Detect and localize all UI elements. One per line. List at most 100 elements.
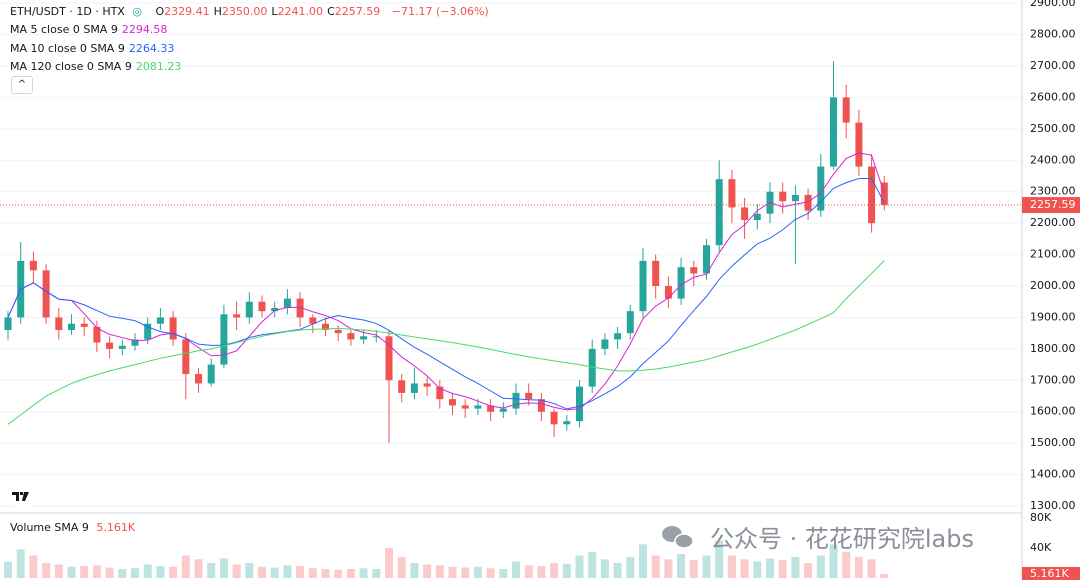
volume-bar: [677, 554, 686, 578]
candle-body: [283, 298, 291, 309]
ma-name: MA 120 close 0 SMA 9: [10, 60, 132, 73]
candle-body: [817, 166, 825, 211]
ohlc-key: L: [271, 5, 278, 18]
candle-body: [309, 317, 317, 324]
ma-name: MA 5 close 0 SMA 9: [10, 23, 118, 36]
volume-bar: [512, 561, 520, 578]
candle-body: [779, 191, 787, 202]
volume-tick-label: 40K: [1030, 541, 1052, 554]
volume-bar: [791, 557, 800, 578]
candle-body: [728, 179, 736, 208]
candle-body: [258, 301, 266, 312]
volume-bar: [194, 559, 203, 578]
candle-body: [690, 267, 698, 274]
candle-body: [741, 207, 749, 221]
candle-body: [398, 380, 406, 393]
volume-bar: [258, 566, 266, 578]
y-tick-label: 2200.00: [1030, 216, 1076, 229]
volume-bar: [435, 565, 444, 578]
volume-bar: [181, 555, 190, 578]
candle-body: [601, 339, 609, 349]
last-price-label: 2257.59: [1030, 198, 1076, 211]
candle-body: [753, 213, 761, 221]
volume-bar: [29, 555, 38, 578]
volume-bar: [639, 544, 647, 578]
y-tick-label: 1400.00: [1030, 468, 1076, 481]
volume-bar: [397, 557, 406, 578]
volume-bar: [169, 566, 178, 578]
volume-bar: [880, 574, 889, 578]
y-tick-label: 2100.00: [1030, 248, 1076, 261]
candle-body: [461, 405, 469, 409]
candle-body: [804, 194, 812, 211]
volume-bar: [702, 555, 711, 578]
volume-bar: [385, 548, 393, 578]
volume-bar: [334, 569, 343, 578]
candle-body: [652, 260, 660, 287]
volume-bar: [613, 563, 622, 578]
candle-body: [830, 97, 837, 167]
volume-bar: [245, 563, 254, 578]
candle-body: [42, 270, 50, 318]
status-dot: ◎: [132, 5, 142, 18]
y-tick-label: 2600.00: [1030, 90, 1076, 103]
candle-body: [677, 267, 685, 299]
ma-line: [7, 260, 885, 425]
volume-bar: [67, 566, 76, 578]
candle-body: [423, 383, 431, 387]
ma-legend-row: MA 5 close 0 SMA 9 2294.58: [10, 23, 171, 36]
volume-bar: [778, 560, 787, 578]
volume-bar: [359, 568, 368, 578]
volume-bar: [473, 566, 482, 578]
candle-body: [68, 323, 75, 331]
y-tick-label: 2800.00: [1030, 28, 1076, 41]
ohlc-key: C: [327, 5, 335, 18]
candle-body: [195, 374, 202, 384]
change: −71.17 (−3.06%): [391, 5, 489, 18]
wechat-icon: [662, 526, 694, 549]
volume-bar: [689, 560, 698, 578]
ma-name: MA 10 close 0 SMA 9: [10, 41, 125, 55]
candle-body: [512, 392, 520, 409]
volume-last: 5.161K: [96, 521, 136, 534]
y-tick-label: 2000.00: [1030, 279, 1076, 292]
volume-bar: [16, 549, 25, 578]
y-tick-label: 1300.00: [1030, 499, 1076, 512]
ohlc-key: H: [213, 5, 222, 18]
volume-bar: [321, 569, 330, 578]
candle-body: [563, 421, 571, 425]
y-tick-label: 1700.00: [1030, 373, 1076, 386]
candle-body: [322, 323, 329, 331]
y-tick-label: 2500.00: [1030, 122, 1076, 135]
ma-value: 2294.58: [121, 23, 168, 36]
tv-logo: [10, 486, 34, 506]
candle-body: [436, 386, 444, 400]
volume-bar: [105, 567, 114, 578]
ohlc: O2329.41 H2350.00 L2241.00 C2257.59: [155, 5, 384, 18]
volume-bar: [651, 555, 660, 578]
volume-bar: [829, 544, 838, 578]
candle-body: [55, 317, 63, 331]
last-price-box: [1022, 197, 1080, 214]
volume-bar: [766, 558, 774, 578]
candle-body: [93, 326, 101, 343]
candle-body: [474, 405, 482, 409]
volume-bar: [423, 564, 432, 578]
volume-bar: [588, 551, 597, 578]
candle-body: [106, 342, 114, 349]
candle-body: [207, 364, 215, 384]
candle-body: [80, 323, 88, 327]
candle-body: [220, 314, 228, 365]
volume-bar: [740, 559, 749, 578]
candle-body: [499, 408, 507, 412]
collapse-button[interactable]: ^: [11, 76, 33, 94]
candle-body: [4, 317, 12, 331]
candle-body: [360, 336, 368, 340]
candle-body: [880, 182, 888, 206]
volume-bar: [346, 569, 355, 578]
ohlc-value: 2257.59: [334, 5, 381, 18]
ohlc-key: O: [155, 5, 165, 18]
volume-bar: [499, 569, 508, 578]
candle-body: [347, 333, 355, 340]
